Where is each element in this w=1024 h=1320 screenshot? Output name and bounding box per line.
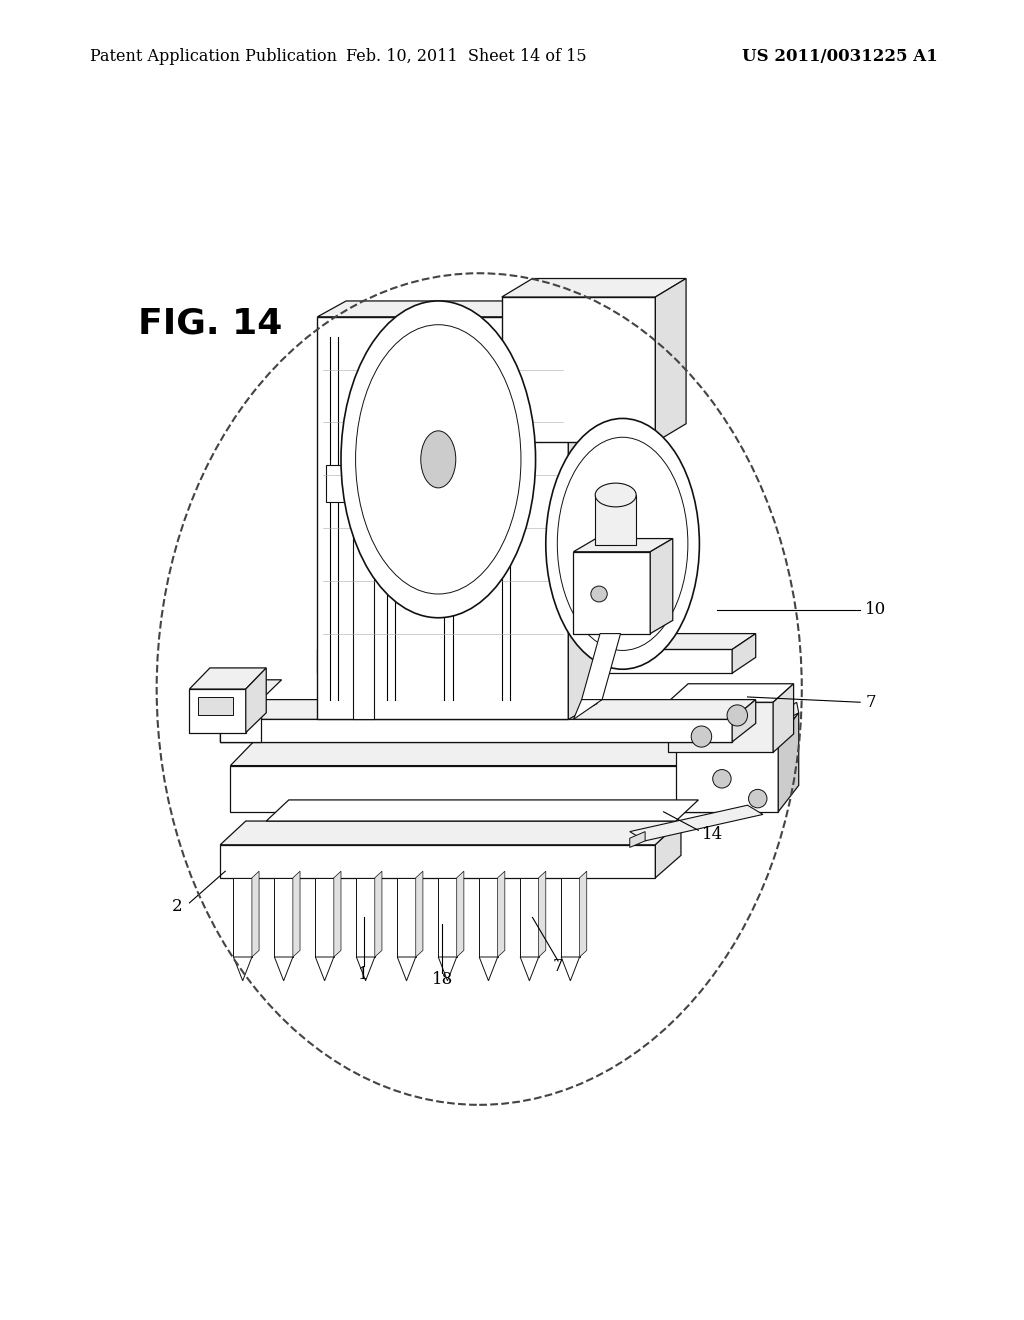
Ellipse shape (341, 301, 536, 618)
Polygon shape (748, 702, 799, 739)
Polygon shape (375, 871, 382, 957)
Ellipse shape (608, 521, 636, 566)
Polygon shape (778, 713, 799, 812)
Polygon shape (274, 878, 293, 957)
Text: 7: 7 (865, 694, 876, 710)
Polygon shape (317, 634, 756, 649)
Polygon shape (233, 878, 252, 957)
Polygon shape (397, 878, 416, 957)
Ellipse shape (591, 586, 607, 602)
Polygon shape (573, 539, 673, 552)
Ellipse shape (421, 430, 456, 488)
Polygon shape (582, 634, 621, 700)
Polygon shape (230, 739, 778, 766)
Polygon shape (568, 301, 597, 719)
Polygon shape (520, 878, 539, 957)
Text: 10: 10 (865, 602, 887, 618)
Polygon shape (438, 957, 457, 981)
Polygon shape (595, 495, 636, 545)
Polygon shape (233, 957, 252, 981)
Polygon shape (630, 805, 763, 841)
Ellipse shape (691, 726, 712, 747)
Polygon shape (353, 455, 374, 719)
Polygon shape (315, 878, 334, 957)
Ellipse shape (595, 483, 636, 507)
Polygon shape (502, 279, 686, 297)
Polygon shape (220, 733, 732, 742)
Polygon shape (668, 702, 773, 752)
Polygon shape (353, 446, 384, 455)
Ellipse shape (749, 789, 767, 808)
Text: US 2011/0031225 A1: US 2011/0031225 A1 (742, 48, 938, 65)
Polygon shape (561, 878, 580, 957)
Ellipse shape (557, 437, 688, 651)
Polygon shape (479, 957, 498, 981)
Polygon shape (317, 649, 732, 673)
Polygon shape (189, 689, 246, 733)
Polygon shape (573, 552, 650, 634)
Polygon shape (539, 871, 546, 957)
Polygon shape (561, 957, 580, 981)
Polygon shape (498, 871, 505, 957)
Polygon shape (580, 871, 587, 957)
Polygon shape (220, 700, 756, 719)
Polygon shape (753, 739, 778, 812)
Polygon shape (573, 700, 602, 719)
Polygon shape (397, 957, 416, 981)
Polygon shape (220, 821, 681, 845)
Polygon shape (668, 684, 794, 702)
Polygon shape (293, 871, 300, 957)
Polygon shape (732, 700, 756, 742)
Polygon shape (732, 634, 756, 673)
Text: 2: 2 (172, 899, 182, 915)
Polygon shape (220, 719, 732, 742)
Polygon shape (220, 700, 261, 742)
Ellipse shape (546, 418, 699, 669)
Polygon shape (630, 832, 645, 847)
Text: Feb. 10, 2011  Sheet 14 of 15: Feb. 10, 2011 Sheet 14 of 15 (346, 48, 586, 65)
Polygon shape (655, 821, 681, 878)
Text: 18: 18 (432, 972, 453, 987)
Polygon shape (252, 871, 259, 957)
Polygon shape (317, 317, 568, 719)
Ellipse shape (713, 770, 731, 788)
Polygon shape (438, 878, 457, 957)
Text: 1: 1 (358, 966, 369, 982)
Polygon shape (416, 871, 423, 957)
Polygon shape (384, 385, 492, 528)
Polygon shape (676, 739, 778, 812)
Polygon shape (334, 871, 341, 957)
Polygon shape (502, 297, 655, 442)
Polygon shape (326, 465, 353, 502)
Polygon shape (356, 878, 375, 957)
Text: 7: 7 (553, 958, 563, 974)
Text: FIG. 14: FIG. 14 (138, 306, 283, 341)
Polygon shape (317, 301, 597, 317)
Polygon shape (230, 766, 753, 812)
Polygon shape (198, 697, 233, 715)
Polygon shape (479, 878, 498, 957)
Polygon shape (220, 845, 655, 878)
Polygon shape (266, 800, 698, 821)
Polygon shape (520, 957, 539, 981)
Polygon shape (650, 539, 673, 634)
Polygon shape (676, 713, 799, 739)
Polygon shape (189, 668, 266, 689)
Polygon shape (655, 279, 686, 442)
Ellipse shape (355, 325, 521, 594)
Ellipse shape (727, 705, 748, 726)
Polygon shape (315, 957, 334, 981)
Polygon shape (274, 957, 293, 981)
Polygon shape (220, 680, 282, 700)
Polygon shape (356, 957, 375, 981)
Polygon shape (246, 668, 266, 733)
Polygon shape (457, 871, 464, 957)
Text: Patent Application Publication: Patent Application Publication (90, 48, 337, 65)
Text: 14: 14 (701, 826, 723, 842)
Polygon shape (773, 684, 794, 752)
